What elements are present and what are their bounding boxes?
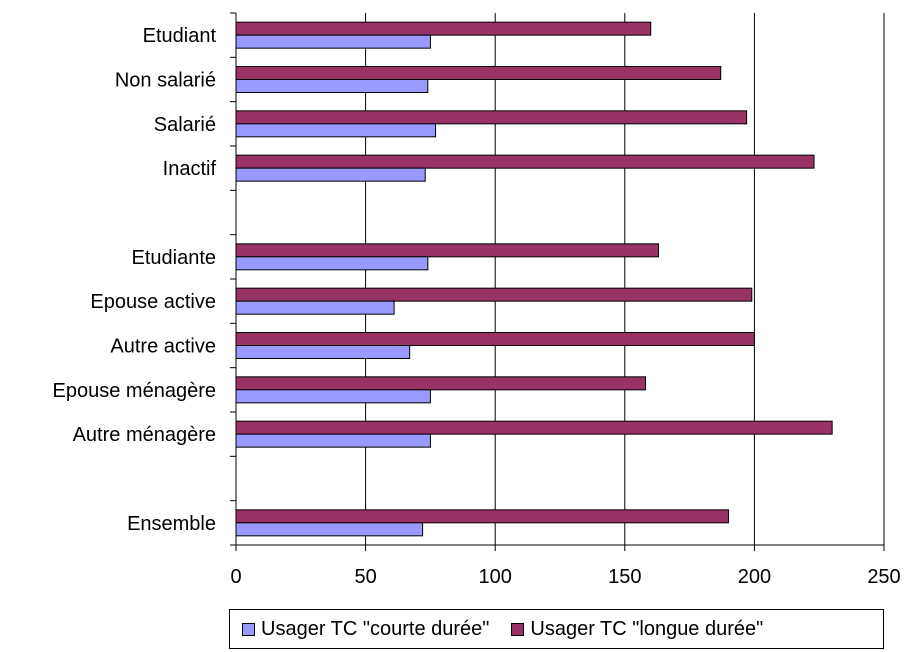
bar-courte-duree (235, 167, 426, 182)
legend-swatch-long (511, 622, 525, 636)
category-label: Non salarié (115, 70, 216, 92)
legend-label-long: Usager TC "longue durée" (530, 617, 764, 640)
legend-item-long: Usager TC "longue durée" (511, 618, 763, 641)
category-label: Etudiant (143, 25, 217, 47)
legend: Usager TC "courte durée" Usager TC "long… (229, 609, 884, 649)
bar-courte-duree (235, 256, 429, 271)
category-label: Ensemble (127, 513, 216, 535)
x-tick-label: 50 (354, 566, 376, 588)
x-tick-labels: 0 50 100 150 200 250 (230, 566, 900, 588)
bar-longue-duree (235, 376, 647, 391)
legend-swatch-short (242, 622, 255, 636)
gridlines (365, 13, 885, 545)
bar-courte-duree (235, 79, 429, 93)
bar-longue-duree (235, 21, 652, 36)
bar-longue-duree (235, 110, 748, 125)
axes (230, 12, 885, 551)
bar-courte-duree (235, 300, 395, 315)
bars (235, 21, 833, 537)
bar-courte-duree (235, 389, 431, 404)
legend-item-short: Usager TC "courte durée" (242, 618, 489, 641)
bar-courte-duree (235, 433, 431, 448)
category-labels: Etudiant Non salarié Salarié Inactif Etudian… (53, 25, 217, 535)
x-tick-label: 250 (867, 566, 900, 588)
bar-longue-duree (235, 66, 722, 80)
bar-chart: Etudiant Non salarié Salarié Inactif Etudian… (53, 12, 901, 588)
bar-courte-duree (235, 123, 437, 138)
bar-courte-duree (235, 34, 431, 49)
x-tick-label: 200 (738, 566, 771, 588)
bar-courte-duree (235, 522, 424, 537)
category-label: Epouse active (90, 291, 216, 313)
x-tick-label: 100 (479, 566, 512, 588)
bar-longue-duree (235, 420, 833, 435)
category-label: Autre ménagère (73, 424, 216, 446)
category-label: Epouse ménagère (53, 380, 216, 402)
bar-longue-duree (235, 332, 755, 346)
bar-longue-duree (235, 154, 815, 169)
category-label: Inactif (163, 158, 217, 180)
x-tick-label: 0 (230, 566, 241, 588)
category-label: Salarié (154, 114, 216, 136)
category-label: Autre active (110, 336, 216, 358)
legend-label-short: Usager TC "courte durée" (261, 617, 490, 640)
x-tick-label: 150 (608, 566, 641, 588)
bar-longue-duree (235, 287, 753, 302)
bar-longue-duree (235, 243, 659, 258)
category-label: Etudiante (131, 247, 216, 269)
bar-longue-duree (235, 509, 729, 524)
bar-courte-duree (235, 345, 411, 359)
